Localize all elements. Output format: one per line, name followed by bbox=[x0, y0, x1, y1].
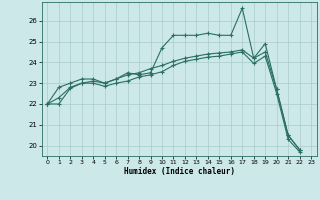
X-axis label: Humidex (Indice chaleur): Humidex (Indice chaleur) bbox=[124, 167, 235, 176]
